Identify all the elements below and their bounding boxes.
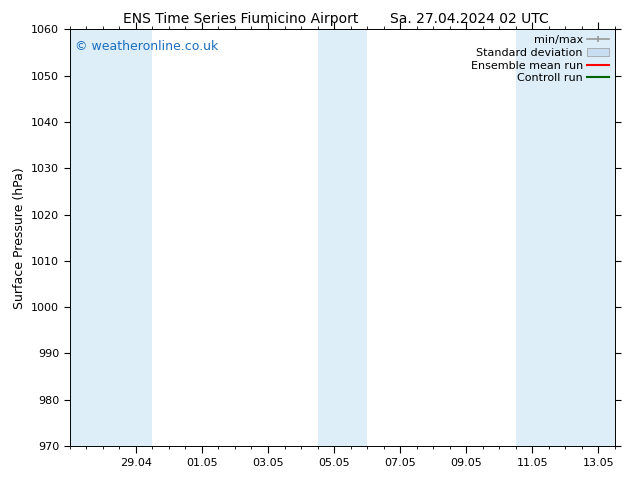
Text: ENS Time Series Fiumicino Airport: ENS Time Series Fiumicino Airport (123, 12, 359, 26)
Legend: min/max, Standard deviation, Ensemble mean run, Controll run: min/max, Standard deviation, Ensemble me… (470, 35, 609, 83)
Text: Sa. 27.04.2024 02 UTC: Sa. 27.04.2024 02 UTC (390, 12, 548, 26)
Bar (70, 29, 152, 446)
Text: © weatheronline.co.uk: © weatheronline.co.uk (75, 40, 219, 53)
Bar (516, 29, 615, 446)
Y-axis label: Surface Pressure (hPa): Surface Pressure (hPa) (13, 167, 25, 309)
Bar (318, 29, 367, 446)
